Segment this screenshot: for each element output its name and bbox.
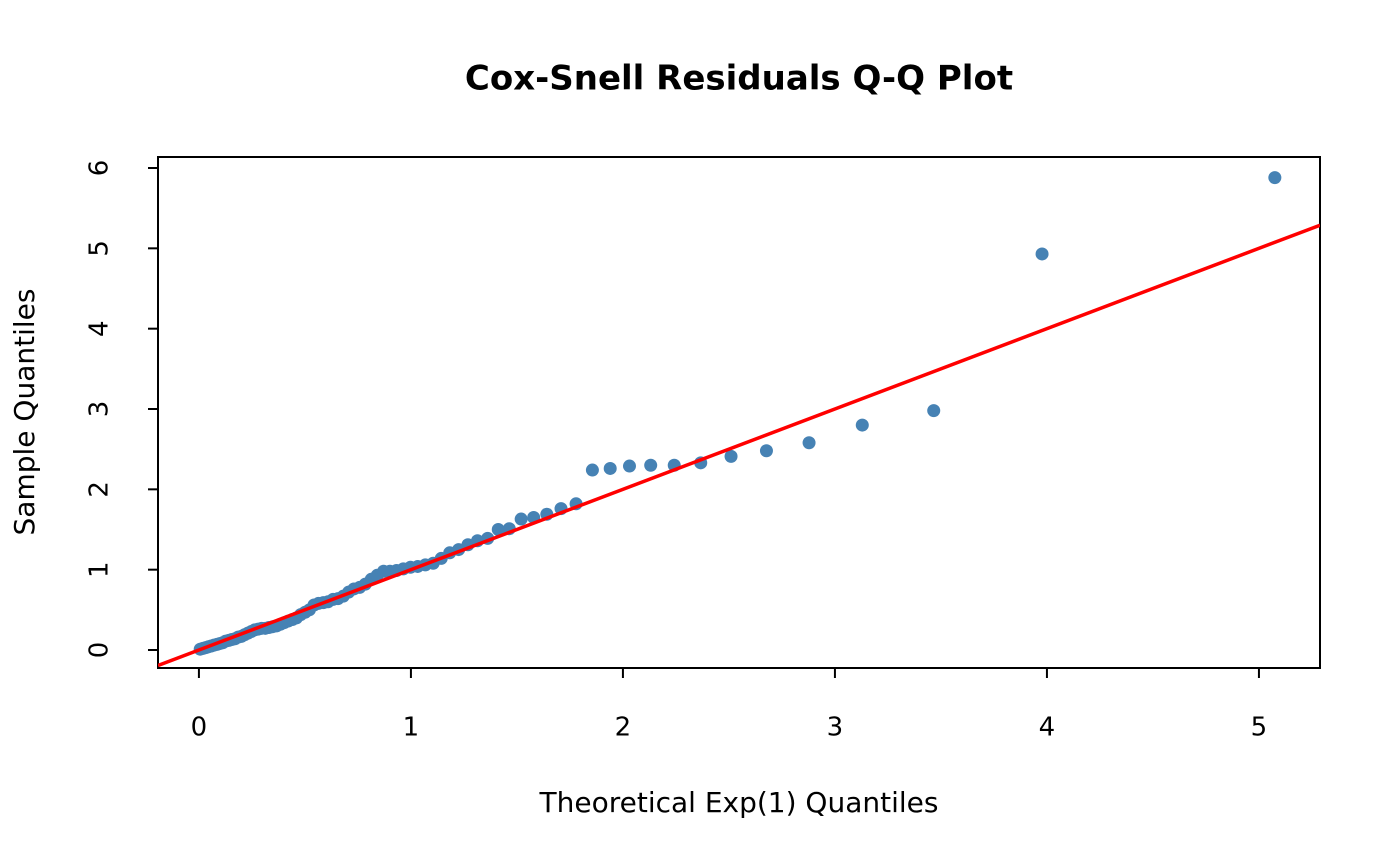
point [644, 458, 658, 472]
y-tick-label: 0 [85, 642, 115, 659]
point [1035, 247, 1049, 261]
point [802, 436, 816, 450]
plot-frame [157, 156, 1321, 669]
point [724, 449, 738, 463]
x-tick-label: 3 [827, 713, 844, 743]
point [585, 463, 599, 477]
x-tick-label: 2 [615, 713, 632, 743]
x-axis-title: Theoretical Exp(1) Quantiles [539, 786, 939, 819]
point [927, 404, 941, 418]
y-axis-title: Sample Quantiles [8, 289, 41, 536]
plot-area [158, 171, 1320, 668]
y-tick-label: 4 [85, 320, 115, 337]
x-tick-label: 0 [191, 713, 208, 743]
y-tick-label: 3 [85, 401, 115, 418]
point [491, 523, 505, 537]
point [622, 459, 636, 473]
point [855, 418, 869, 432]
y-tick-label: 5 [85, 240, 115, 257]
y-tick-label: 2 [85, 481, 115, 498]
y-tick-label: 1 [85, 561, 115, 578]
x-tick-label: 5 [1251, 713, 1268, 743]
point [1268, 171, 1282, 185]
x-tick-label: 1 [403, 713, 420, 743]
x-tick-label: 4 [1039, 713, 1056, 743]
point [603, 461, 617, 475]
y-tick-label: 6 [85, 160, 115, 177]
chart-title: Cox-Snell Residuals Q-Q Plot [465, 59, 1013, 99]
point [514, 512, 528, 526]
point [759, 444, 773, 458]
reference-line [158, 223, 1320, 668]
